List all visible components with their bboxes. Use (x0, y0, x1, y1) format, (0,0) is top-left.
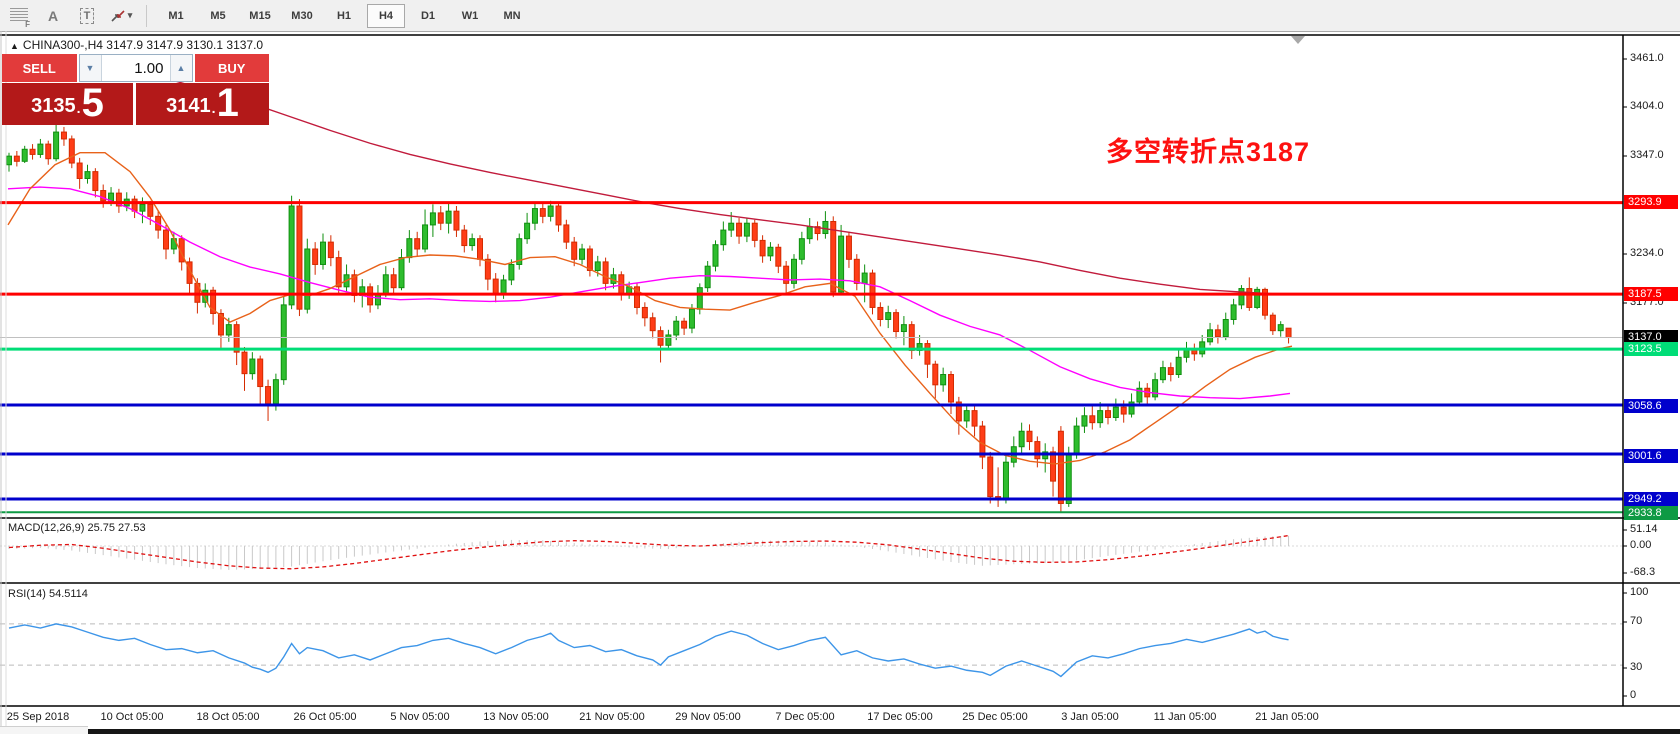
price-tag-2949.2: 2949.2 (1624, 492, 1678, 506)
one-click-trading-panel: SELL ▼ ▲ BUY 3135.5 3141.1 (2, 54, 269, 125)
price-tag-3137.0: 3137.0 (1624, 330, 1678, 344)
tf-button-MN[interactable]: MN (503, 9, 521, 22)
text-a-icon[interactable]: A (47, 7, 59, 24)
price-tick-label: 3347.0 (1630, 149, 1664, 161)
macd-label: MACD(12,26,9) 25.75 27.53 (8, 522, 146, 534)
price-tick-label: 3234.0 (1630, 247, 1664, 259)
tf-button-H1[interactable]: H1 (336, 9, 352, 22)
tf-button-H4[interactable]: H4 (367, 3, 405, 28)
price-tag-3293.9: 3293.9 (1624, 195, 1678, 209)
indicator-tick-label: 70 (1630, 615, 1643, 627)
price-tag-2933.8: 2933.8 (1624, 506, 1678, 520)
tf-button-M30[interactable]: M30 (291, 9, 313, 22)
tf-button-M15[interactable]: M15 (249, 9, 271, 22)
arrows-glyph (111, 9, 125, 22)
grid-f-icon[interactable]: F (4, 4, 34, 29)
price-tick-label: 3461.0 (1630, 52, 1664, 64)
time-tick-label: 25 Dec 05:00 (962, 711, 1028, 723)
buy-price-button[interactable]: 3141. 1 (136, 83, 269, 125)
time-tick-label: 17 Dec 05:00 (867, 711, 933, 723)
symbol-arrow-icon: ▲ (10, 41, 19, 51)
time-tick-label: 3 Jan 05:00 (1061, 711, 1119, 723)
chart-annotation-text: 多空转折点3187 (1106, 137, 1311, 167)
horizontal-scrollbar[interactable] (88, 729, 1680, 734)
time-tick-label: 18 Oct 05:00 (196, 711, 260, 723)
price-tick-label: 3404.0 (1630, 100, 1664, 112)
tf-button-M5[interactable]: M5 (210, 9, 226, 22)
volume-increase-button[interactable]: ▲ (169, 55, 192, 81)
indicator-tick-label: 30 (1630, 661, 1643, 673)
time-tick-label: 13 Nov 05:00 (483, 711, 549, 723)
volume-input[interactable] (101, 55, 170, 81)
indicator-tick-label: 0.00 (1630, 539, 1652, 551)
price-tag-3187.5: 3187.5 (1624, 287, 1678, 301)
price-tag-3058.6: 3058.6 (1624, 399, 1678, 413)
time-tick-label: 11 Jan 05:00 (1153, 711, 1217, 723)
toolbar: F A T ▾ M1 M5 M15 M30 H1 H4 D1 W1 MN (0, 0, 1680, 32)
time-tick-label: 25 Sep 2018 (6, 711, 70, 723)
indicator-tick-label: 51.14 (1630, 523, 1658, 535)
rsi-label: RSI(14) 54.5114 (8, 588, 88, 600)
arrow-style-icon[interactable]: ▾ (106, 4, 136, 28)
chart-title: ▲ CHINA300-,H4 3147.9 3147.9 3130.1 3137.… (10, 38, 264, 52)
tf-button-W1[interactable]: W1 (461, 9, 479, 22)
sell-price-button[interactable]: 3135. 5 (2, 83, 133, 125)
time-tick-label: 21 Nov 05:00 (579, 711, 645, 723)
time-tick-label: 7 Dec 05:00 (775, 711, 835, 723)
time-tick-label: 29 Nov 05:00 (675, 711, 741, 723)
tf-button-D1[interactable]: D1 (420, 9, 436, 22)
tf-button-M1[interactable]: M1 (168, 9, 184, 22)
time-tick-label: 21 Jan 05:00 (1255, 711, 1319, 723)
sell-button[interactable]: SELL (2, 54, 77, 82)
chevron-down-icon: ▾ (127, 10, 133, 20)
scrollbar-corner (0, 726, 88, 734)
price-tag-3001.6: 3001.6 (1624, 449, 1678, 463)
buy-button[interactable]: BUY (194, 54, 269, 82)
volume-spinner: ▼ ▲ (78, 54, 193, 82)
text-label-icon[interactable]: T (72, 4, 102, 28)
time-tick-label: 5 Nov 05:00 (390, 711, 450, 723)
chart-shift-marker-icon[interactable] (1291, 36, 1305, 44)
time-tick-label: 26 Oct 05:00 (293, 711, 357, 723)
time-tick-label: 10 Oct 05:00 (100, 711, 164, 723)
volume-decrease-button[interactable]: ▼ (79, 55, 102, 81)
indicator-tick-label: -68.3 (1630, 566, 1656, 578)
timeframe-group: M1 M5 M15 M30 H1 H4 D1 W1 MN (155, 3, 533, 28)
price-tag-3123.5: 3123.5 (1624, 342, 1678, 356)
indicator-tick-label: 100 (1630, 586, 1649, 598)
toolbar-separator (146, 4, 147, 27)
indicator-tick-label: 0 (1630, 689, 1637, 701)
